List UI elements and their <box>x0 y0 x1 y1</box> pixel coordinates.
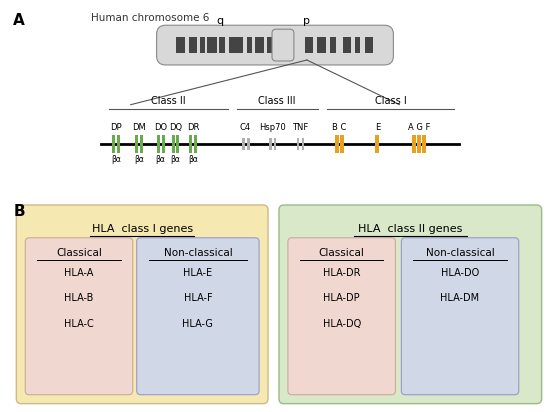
Bar <box>135 136 138 153</box>
Text: DO: DO <box>154 124 167 133</box>
FancyBboxPatch shape <box>157 25 393 65</box>
Text: Classical: Classical <box>318 248 365 258</box>
Bar <box>177 136 179 153</box>
Bar <box>162 136 164 153</box>
FancyBboxPatch shape <box>402 238 519 395</box>
Bar <box>335 136 339 153</box>
Text: A: A <box>13 13 25 28</box>
Bar <box>229 37 243 53</box>
Bar <box>194 136 197 153</box>
FancyBboxPatch shape <box>272 29 294 61</box>
Bar <box>189 37 197 53</box>
Bar <box>302 138 304 150</box>
Bar <box>117 136 120 153</box>
FancyBboxPatch shape <box>288 238 395 395</box>
FancyBboxPatch shape <box>25 238 133 395</box>
Text: C4: C4 <box>240 124 251 133</box>
Text: Class II: Class II <box>151 96 186 106</box>
Bar <box>157 136 160 153</box>
Bar <box>140 136 142 153</box>
Text: HLA-DP: HLA-DP <box>323 293 360 303</box>
Bar <box>172 136 174 153</box>
Text: A G F: A G F <box>408 124 431 133</box>
Bar <box>355 37 360 53</box>
Bar <box>200 37 205 53</box>
Text: Non-classical: Non-classical <box>163 248 232 258</box>
Text: Human chromosome 6: Human chromosome 6 <box>91 13 210 23</box>
Text: βα: βα <box>189 155 199 164</box>
Text: DP: DP <box>110 124 122 133</box>
Bar <box>247 138 250 150</box>
Bar <box>317 37 326 53</box>
Bar <box>343 37 350 53</box>
FancyBboxPatch shape <box>137 238 259 395</box>
FancyBboxPatch shape <box>279 205 542 404</box>
Text: HLA-DO: HLA-DO <box>441 267 479 278</box>
Text: HLA-F: HLA-F <box>184 293 212 303</box>
Text: HLA  class II genes: HLA class II genes <box>358 224 463 234</box>
Text: p: p <box>304 16 310 26</box>
Text: TNF: TNF <box>292 124 308 133</box>
Text: βα: βα <box>170 155 180 164</box>
Text: Hsp70: Hsp70 <box>258 124 285 133</box>
Text: HLA-A: HLA-A <box>64 267 94 278</box>
Text: HLA-E: HLA-E <box>183 267 212 278</box>
Text: HLA-DM: HLA-DM <box>441 293 480 303</box>
Text: DR: DR <box>187 124 200 133</box>
Bar <box>189 136 192 153</box>
Text: DQ: DQ <box>169 124 182 133</box>
FancyBboxPatch shape <box>16 205 268 404</box>
Text: Class III: Class III <box>258 96 296 106</box>
Bar <box>376 136 379 153</box>
Text: DM: DM <box>132 124 146 133</box>
Text: βα: βα <box>111 155 121 164</box>
Bar <box>112 136 115 153</box>
Text: HLA-B: HLA-B <box>64 293 94 303</box>
Bar <box>279 37 285 53</box>
Bar <box>274 138 277 150</box>
Bar <box>175 37 185 53</box>
Bar <box>297 138 299 150</box>
Text: HLA-G: HLA-G <box>183 319 213 329</box>
Bar <box>242 138 245 150</box>
Text: B C: B C <box>333 124 347 133</box>
Bar <box>340 136 344 153</box>
Bar <box>422 136 426 153</box>
Text: HLA-DQ: HLA-DQ <box>322 319 361 329</box>
Bar <box>219 37 226 53</box>
Text: E: E <box>375 124 380 133</box>
Bar <box>365 37 373 53</box>
Bar <box>329 37 336 53</box>
Text: Classical: Classical <box>56 248 102 258</box>
Bar <box>207 37 217 53</box>
Text: HLA-DR: HLA-DR <box>323 267 360 278</box>
Bar <box>269 138 272 150</box>
Text: HLA-C: HLA-C <box>64 319 94 329</box>
Bar <box>267 37 278 53</box>
Bar <box>247 37 252 53</box>
Bar <box>412 136 416 153</box>
Bar <box>255 37 264 53</box>
Text: B: B <box>13 204 25 219</box>
Bar <box>305 37 313 53</box>
Text: q: q <box>217 16 224 26</box>
Text: HLA  class I genes: HLA class I genes <box>92 224 192 234</box>
Text: βα: βα <box>134 155 144 164</box>
Text: Non-classical: Non-classical <box>426 248 494 258</box>
Text: Class I: Class I <box>375 96 406 106</box>
Bar <box>417 136 421 153</box>
Text: βα: βα <box>156 155 166 164</box>
